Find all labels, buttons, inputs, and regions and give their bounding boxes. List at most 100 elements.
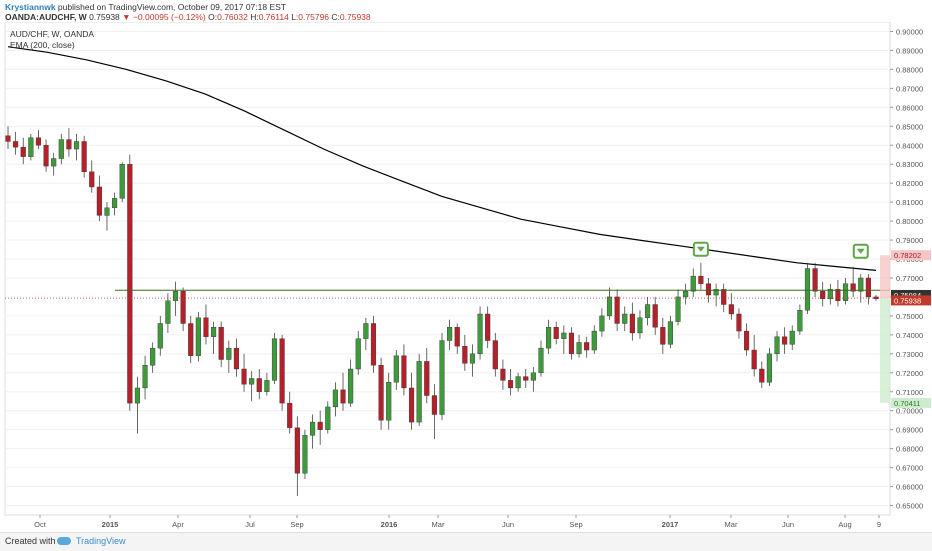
candle	[431, 384, 437, 440]
y-tick-label: 0.75000	[896, 312, 923, 321]
candle	[804, 262, 811, 315]
candle	[546, 319, 552, 354]
ohlc-line: OANDA:AUDCHF, W 0.75938 ▼ −0.00095 (−0.1…	[5, 12, 371, 22]
y-tick-label: 0.89000	[896, 46, 923, 55]
price-axis[interactable]: 0.65000 0.66000 0.67000 0.68000 0.69000 0.700…	[890, 27, 931, 511]
y-tick-label: 0.80000	[896, 217, 923, 226]
author-link[interactable]: Krystiannwk	[5, 2, 56, 12]
x-tick-label: Oct	[34, 520, 47, 529]
candle	[348, 359, 354, 407]
y-tick-label: 0.85000	[896, 122, 923, 131]
candle-body	[66, 139, 72, 150]
candle-body	[667, 321, 673, 345]
candle-body	[515, 376, 521, 389]
x-tick-label: Apr	[172, 520, 184, 529]
y-tick-label: 0.65000	[896, 502, 923, 511]
candle	[744, 323, 750, 356]
candle	[370, 315, 377, 373]
candle-body	[13, 141, 19, 148]
candle-body	[690, 275, 696, 292]
candle	[690, 268, 696, 297]
price-chart[interactable]: 0.65000 0.66000 0.67000 0.68000 0.69000 0.700…	[0, 22, 932, 532]
candle	[515, 372, 521, 392]
candle	[249, 370, 255, 402]
candle	[203, 304, 209, 345]
y-tick-label: 0.77000	[896, 274, 923, 283]
candle	[797, 304, 803, 335]
tradingview-logo-icon	[57, 537, 71, 545]
candle-body	[241, 368, 247, 385]
candle	[842, 277, 849, 305]
candle-body	[751, 349, 757, 370]
candle	[96, 175, 102, 222]
candle-body	[28, 137, 34, 157]
ema-price-label-bg	[891, 289, 931, 300]
candle	[492, 332, 498, 377]
candle	[827, 283, 833, 305]
time-axis[interactable]: Oct 2015 Apr Jul Sep 2016 Mar Jun Sep 2017 Mar Jun A…	[34, 515, 881, 529]
candle	[134, 376, 140, 434]
candle	[127, 154, 133, 411]
candle-body	[35, 137, 42, 146]
y-tick-label: 0.83000	[896, 160, 923, 169]
candle	[523, 368, 529, 388]
candle-body	[782, 336, 788, 345]
candle-body	[142, 365, 148, 389]
y-tick-label: 0.84000	[896, 141, 923, 150]
candle-body	[568, 332, 574, 355]
marker-triangle	[696, 246, 705, 252]
candle	[660, 317, 666, 354]
candle	[538, 340, 544, 377]
candle	[363, 317, 369, 351]
candle	[637, 310, 643, 339]
candle	[43, 139, 49, 172]
candle	[325, 401, 331, 434]
candle-body	[561, 332, 567, 339]
target-price-label-bg	[891, 397, 931, 408]
candle-body	[81, 141, 87, 172]
ema-series	[7, 46, 877, 271]
candle	[568, 327, 574, 360]
candle-body	[462, 346, 468, 364]
candle-body	[500, 368, 506, 381]
candle-body	[637, 317, 643, 334]
candle	[782, 327, 788, 354]
candle	[713, 283, 719, 307]
candle-body	[599, 315, 605, 332]
candle	[188, 315, 194, 364]
candle	[645, 296, 651, 326]
candle-body	[850, 283, 856, 292]
candle-body	[180, 291, 186, 324]
candle-body	[865, 277, 871, 298]
candle-body	[211, 327, 217, 337]
candle-body	[584, 342, 590, 351]
candle-body	[256, 378, 262, 392]
publish-line: Krystiannwk published on TradingView.com…	[5, 2, 286, 12]
candle	[355, 331, 361, 375]
candle-body	[614, 296, 620, 324]
candle	[58, 133, 64, 165]
candle	[13, 131, 19, 155]
candle	[66, 128, 72, 157]
footer: Created with TradingView	[0, 532, 932, 551]
chart-header: Krystiannwk published on TradingView.com…	[0, 0, 932, 22]
tradingview-brand[interactable]: TradingView	[76, 536, 126, 546]
candle-body	[386, 382, 392, 421]
candle-body	[477, 313, 483, 355]
candle	[424, 348, 430, 404]
x-tick-label: Jul	[245, 520, 255, 529]
candle	[553, 321, 559, 345]
last-price: 0.75938	[89, 12, 120, 22]
low-label: L:	[291, 12, 299, 22]
candle-body	[485, 313, 491, 341]
candle-body	[134, 387, 140, 404]
candle-body	[172, 291, 179, 301]
candle	[226, 340, 232, 373]
candle-body	[310, 421, 316, 436]
candle-body	[774, 336, 780, 355]
candle-body	[188, 323, 194, 356]
candle	[614, 289, 620, 332]
legend-pair: AUD/CHF, W, OANDA	[10, 29, 94, 39]
candle	[454, 323, 460, 354]
candle-body	[424, 361, 430, 396]
